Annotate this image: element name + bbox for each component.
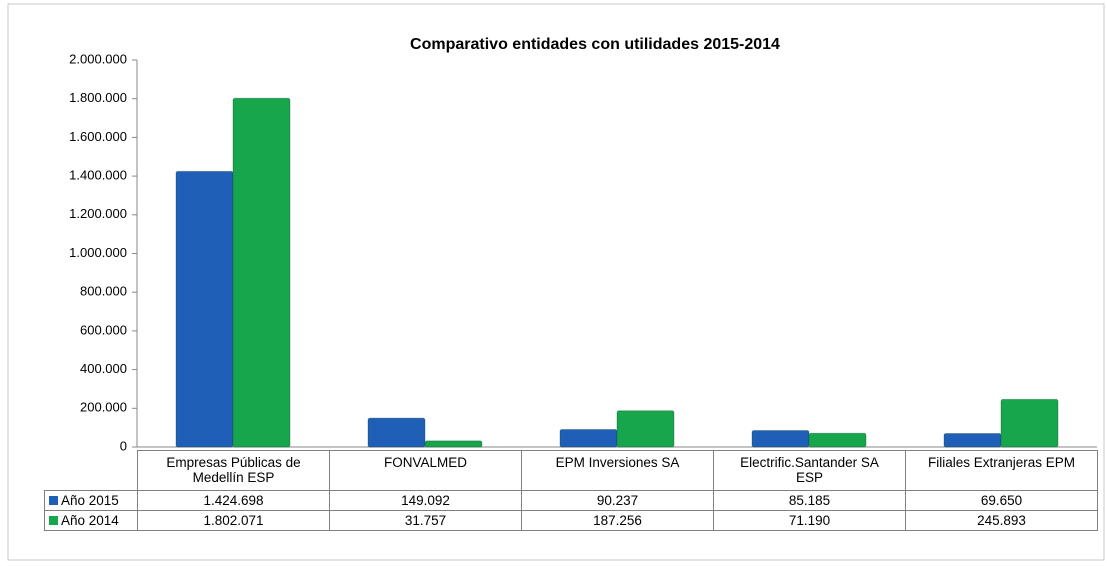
legend-label: Año 2015	[61, 493, 119, 508]
bar	[367, 417, 426, 448]
bar	[1000, 398, 1059, 448]
value-cell: 1.424.698	[137, 490, 330, 511]
bar	[616, 410, 675, 448]
y-tick-label: 1.600.000	[69, 129, 127, 144]
y-tick-label: 400.000	[80, 361, 127, 376]
value-cell: 149.092	[329, 490, 522, 511]
y-tick-label: 0	[120, 438, 127, 453]
legend-cell: Año 2014	[44, 510, 138, 531]
chart-title: Comparativo entidades con utilidades 201…	[410, 36, 780, 53]
value-cell: 187.256	[521, 510, 714, 531]
category-cell: Filiales Extranjeras EPM	[905, 450, 1098, 491]
value-cell: 31.757	[329, 510, 522, 531]
value-cell: 85.185	[713, 490, 906, 511]
y-tick-label: 800.000	[80, 284, 127, 299]
category-cell: FONVALMED	[329, 450, 522, 491]
value-cell: 90.237	[521, 490, 714, 511]
bar	[559, 429, 618, 448]
bar	[175, 170, 234, 448]
legend-label: Año 2014	[61, 513, 119, 528]
value-cell: 71.190	[713, 510, 906, 531]
category-cell: Empresas Públicas de Medellín ESP	[137, 450, 330, 491]
legend-swatch	[49, 516, 58, 525]
y-tick-label: 1.000.000	[69, 245, 127, 260]
bar	[424, 440, 483, 448]
value-cell: 1.802.071	[137, 510, 330, 531]
bar	[232, 97, 291, 448]
value-cell: 69.650	[905, 490, 1098, 511]
bar	[808, 432, 867, 448]
y-tick-label: 200.000	[80, 400, 127, 415]
y-tick-label: 600.000	[80, 322, 127, 337]
y-tick-label: 1.800.000	[69, 90, 127, 105]
category-cell: Electrific.Santander SA ESP	[713, 450, 906, 491]
value-cell: 245.893	[905, 510, 1098, 531]
y-tick-label: 1.400.000	[69, 168, 127, 183]
bar	[751, 430, 810, 448]
y-tick-label: 1.200.000	[69, 206, 127, 221]
y-tick-label: 2.000.000	[69, 51, 127, 66]
legend-cell: Año 2015	[44, 490, 138, 511]
bar	[943, 433, 1002, 448]
legend-swatch	[49, 496, 58, 505]
category-cell: EPM Inversiones SA	[521, 450, 714, 491]
